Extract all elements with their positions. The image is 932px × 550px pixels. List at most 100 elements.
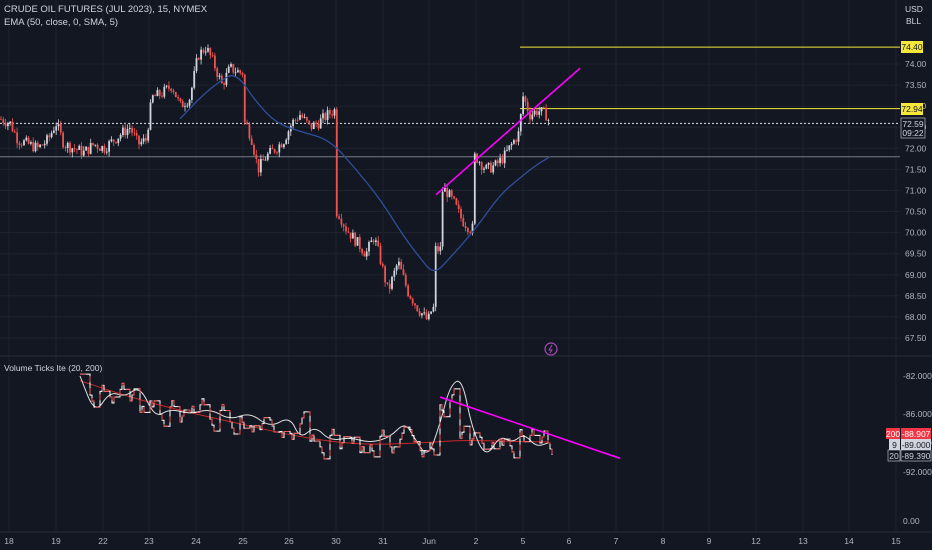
candle-body-81 bbox=[186, 105, 189, 107]
time-tick-9: Jun bbox=[422, 536, 436, 546]
candle-body-21 bbox=[48, 135, 51, 138]
candle-body-230 bbox=[529, 110, 531, 120]
candle-body-103 bbox=[237, 70, 239, 73]
candle-body-227 bbox=[522, 96, 524, 115]
indicator-tick-0: -82.000 bbox=[903, 371, 932, 381]
candle-body-124 bbox=[285, 139, 288, 145]
candle-body-170 bbox=[391, 276, 393, 289]
candle-body-15 bbox=[34, 142, 37, 152]
candle-body-160 bbox=[368, 242, 370, 252]
candle-body-98 bbox=[225, 72, 228, 85]
candle-body-78 bbox=[179, 98, 182, 102]
candle-body-61 bbox=[140, 141, 143, 145]
candle-body-141 bbox=[324, 113, 327, 121]
candle-body-181 bbox=[416, 305, 419, 312]
candle-body-223 bbox=[513, 140, 515, 144]
unit-label[interactable]: BLL bbox=[906, 16, 922, 26]
candle-body-62 bbox=[142, 138, 145, 142]
candle-body-164 bbox=[377, 240, 380, 247]
currency-label[interactable]: USD bbox=[905, 4, 923, 14]
svg-text:20: 20 bbox=[889, 451, 899, 461]
price-axis[interactable]: 74.0073.5073.0072.5072.0071.5071.0070.50… bbox=[905, 59, 927, 343]
price-pane[interactable] bbox=[0, 44, 900, 356]
candle-body-38 bbox=[87, 146, 90, 154]
candle-body-206 bbox=[473, 153, 476, 224]
candle-body-128 bbox=[294, 119, 297, 121]
candle-body-97 bbox=[223, 83, 225, 85]
candle-body-146 bbox=[335, 109, 338, 217]
candle-body-229 bbox=[526, 101, 529, 111]
candle-body-166 bbox=[381, 263, 384, 267]
candle-body-178 bbox=[409, 295, 412, 299]
candle-body-99 bbox=[227, 66, 230, 73]
candle-body-88 bbox=[202, 49, 205, 53]
time-tick-0: 18 bbox=[4, 536, 14, 546]
candle-body-174 bbox=[400, 261, 403, 270]
replay-icon[interactable] bbox=[544, 342, 558, 356]
candle-body-11 bbox=[25, 137, 28, 141]
candle-body-208 bbox=[478, 162, 481, 164]
time-tick-1: 19 bbox=[51, 536, 61, 546]
price-tick-13: 67.50 bbox=[905, 333, 927, 343]
candle-body-225 bbox=[517, 131, 520, 142]
candle-body-89 bbox=[204, 51, 207, 53]
price-tick-5: 71.50 bbox=[905, 164, 927, 174]
price-tick-7: 70.50 bbox=[905, 207, 927, 217]
candle-body-175 bbox=[402, 269, 405, 275]
candle-body-151 bbox=[347, 231, 350, 233]
candle-body-116 bbox=[266, 153, 269, 160]
candle-body-18 bbox=[41, 144, 44, 146]
candle-body-200 bbox=[460, 208, 462, 219]
candle-body-202 bbox=[464, 226, 467, 229]
candle-body-189 bbox=[434, 246, 437, 307]
candle-body-55 bbox=[126, 129, 129, 136]
time-tick-10: 2 bbox=[474, 536, 479, 546]
candle-body-12 bbox=[27, 137, 30, 144]
candle-body-171 bbox=[393, 270, 396, 277]
price-trend-line[interactable] bbox=[435, 67, 581, 196]
candle-body-69 bbox=[158, 90, 161, 96]
indicator-pane[interactable] bbox=[79, 373, 621, 460]
candle-body-210 bbox=[483, 168, 485, 170]
level-high-label: 74.40 bbox=[901, 41, 923, 53]
candle-body-36 bbox=[82, 150, 85, 156]
candle-body-212 bbox=[487, 162, 490, 165]
candle-body-82 bbox=[188, 99, 191, 106]
candle-body-50 bbox=[115, 141, 117, 144]
candle-body-63 bbox=[145, 138, 147, 141]
svg-text:-89.390: -89.390 bbox=[902, 451, 931, 461]
candle-body-56 bbox=[128, 127, 131, 130]
candle-body-163 bbox=[375, 240, 377, 243]
candle-body-161 bbox=[370, 240, 373, 243]
candle-body-117 bbox=[269, 147, 271, 154]
symbol-title[interactable]: CRUDE OIL FUTURES (JUL 2023), 15, NYMEX bbox=[4, 4, 208, 15]
indicator-tick-3: -92.000 bbox=[903, 467, 932, 477]
candle-body-135 bbox=[310, 123, 313, 129]
candle-body-127 bbox=[292, 119, 294, 127]
price-tick-12: 68.00 bbox=[905, 312, 927, 322]
time-tick-3: 23 bbox=[144, 536, 154, 546]
svg-text:200: 200 bbox=[886, 429, 900, 439]
candle-body-150 bbox=[345, 226, 347, 232]
candle-body-167 bbox=[384, 266, 386, 283]
candle-body-39 bbox=[89, 142, 92, 154]
time-axis[interactable]: 18 19 22 23 24 25 26 30 31 Jun 2 5 6 7 8 9 12 13 14 15 bbox=[0, 531, 932, 546]
candle-body-30 bbox=[69, 142, 71, 153]
indicator-legend[interactable]: Volume Ticks Ite (20, 200) bbox=[4, 363, 103, 373]
time-tick-17: 13 bbox=[798, 536, 808, 546]
candle-body-139 bbox=[319, 118, 322, 129]
candle-body-129 bbox=[296, 119, 299, 121]
candle-body-92 bbox=[211, 55, 214, 56]
candle-body-165 bbox=[379, 246, 382, 264]
ema-legend[interactable]: EMA (50, close, 0, SMA, 5) bbox=[4, 17, 119, 28]
indicator-trend-line[interactable] bbox=[439, 396, 621, 460]
candle-body-216 bbox=[496, 160, 499, 164]
candle-body-147 bbox=[338, 216, 340, 219]
candle-body-143 bbox=[329, 110, 331, 115]
candle-body-180 bbox=[414, 303, 416, 306]
grid bbox=[0, 0, 900, 532]
candle-body-5 bbox=[11, 121, 14, 132]
candle-body-68 bbox=[156, 90, 159, 97]
candle-body-44 bbox=[101, 146, 104, 151]
